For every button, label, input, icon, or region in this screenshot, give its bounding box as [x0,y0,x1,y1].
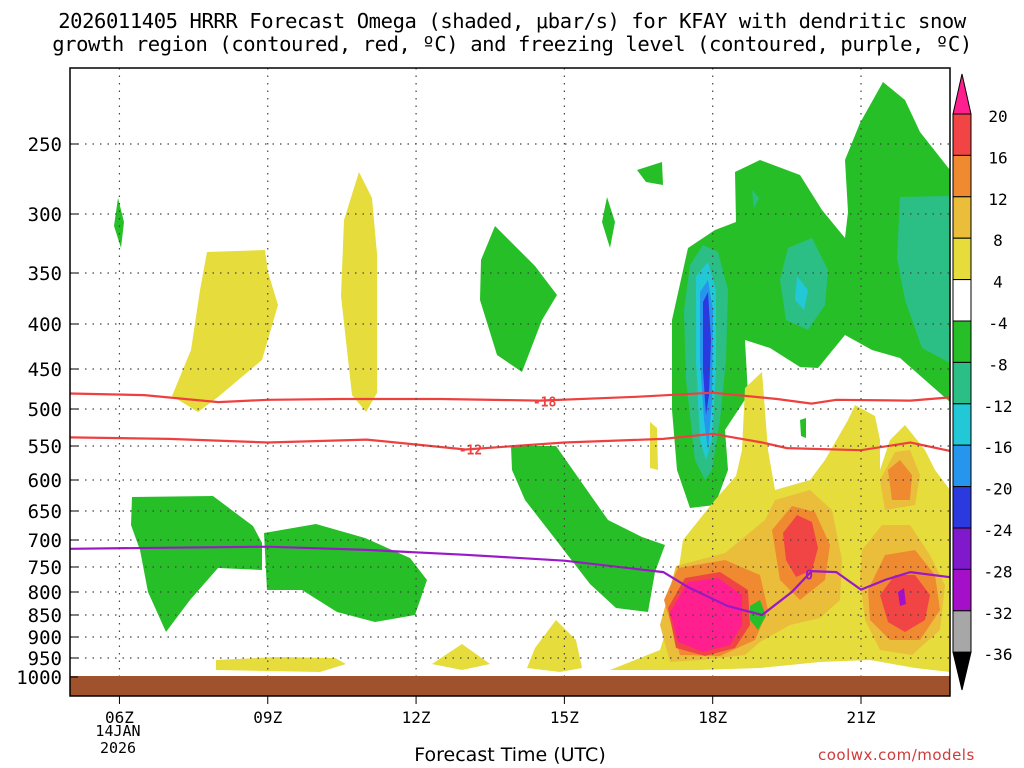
colorbar-label: -24 [984,521,1013,540]
y-tick-label: 650 [28,501,62,523]
omega-region [780,238,828,330]
x-tick-label: 09Z [253,708,282,727]
omega-region [752,190,759,208]
x-tick-label: 12Z [402,708,431,727]
omega-region [703,292,711,415]
colorbar-label: -4 [988,314,1007,333]
colorbar-segment [952,444,972,488]
omega-region [172,250,278,412]
omega-region [795,276,808,310]
plot-frame [69,67,951,697]
colorbar-segment [952,237,972,281]
y-tick-label: 300 [28,204,62,226]
y-tick-label: 750 [28,557,62,579]
colorbar-label: 12 [988,190,1007,209]
y-tick-label: 400 [28,314,62,336]
colorbar-legend: 20 16 12 8 4 -4 -8 -12 -16 -20 -24 -28 -32 -36 [952,73,1013,691]
y-tick-label: 850 [28,605,62,627]
omega-region [602,197,615,248]
omega-region [131,496,262,632]
contour-freezing_level [69,545,951,617]
omega-region [511,446,665,612]
colorbar-label: -32 [984,604,1013,623]
contour-dgz_minus18 [69,391,951,405]
y-tick-label: 550 [28,436,62,458]
colorbar-label: -36 [984,645,1013,664]
y-tick-label: 1000 [16,667,62,689]
colorbar-segment [952,320,972,363]
colorbar-label: 8 [993,231,1003,250]
contour-dgz_minus12 [69,432,951,452]
colorbar-segment [952,361,972,405]
contour-label: 0 [805,569,813,584]
colorbar-segment [952,154,972,198]
colorbar-segment [952,279,972,322]
date-year-label: 2026 [99,739,137,757]
y-tick-label: 900 [28,627,62,649]
credit-link[interactable]: coolwx.com/models [818,746,975,764]
contour-label: -12 [459,444,482,459]
colorbar-segment [952,113,972,156]
colorbar-label: -28 [984,562,1013,581]
omega-region [432,644,490,670]
colorbar-label: 20 [988,107,1007,126]
colorbar-label: -16 [984,438,1013,457]
colorbar-segment [952,196,972,239]
omega-region [480,226,557,372]
chart-title-line1: 2026011405 HRRR Forecast Omega (shaded, … [58,9,966,33]
time-axis: 06Z 09Z 12Z 15Z 18Z 21Z [105,696,876,727]
y-tick-label: 500 [28,399,62,421]
pressure-axis: 2503003504004505005506006507007508008509… [16,134,78,689]
colorbar-top-arrow [952,73,972,115]
omega-region [897,196,950,363]
colorbar-label: -20 [984,480,1013,499]
omega-region [637,162,663,185]
y-tick-label: 250 [28,134,62,156]
colorbar-segment [952,568,972,612]
colorbar-label: -12 [984,397,1013,416]
omega-region [264,524,427,622]
omega-region [216,657,346,672]
surface-terrain [70,676,950,696]
y-tick-label: 450 [28,359,62,381]
date-day-label: 14JAN [95,722,141,740]
colorbar-segment [952,527,972,570]
colorbar-bottom-arrow [952,651,972,691]
omega-region [800,418,806,438]
y-tick-label: 950 [28,648,62,670]
omega-region [670,578,742,652]
x-axis-label: Forecast Time (UTC) [414,744,606,766]
colorbar-label: 16 [988,148,1007,167]
chart-title-line2: growth region (contoured, red, ºC) and f… [52,32,972,56]
x-tick-label: 15Z [550,708,579,727]
y-tick-label: 600 [28,470,62,492]
y-tick-label: 350 [28,263,62,285]
contour-label: -18 [533,395,557,410]
colorbar-label: -8 [988,355,1007,374]
y-tick-label: 700 [28,530,62,552]
omega-shading [114,82,950,672]
omega-region [650,422,658,470]
omega-region [898,588,906,606]
contour-lines: -18 -12 0 [69,391,951,617]
colorbar-segment [952,403,972,446]
colorbar-segment [952,486,972,529]
x-tick-label: 21Z [847,708,876,727]
omega-region [527,620,582,672]
colorbar-label: 4 [993,273,1003,292]
omega-region [888,460,912,500]
omega-region [341,172,377,412]
x-tick-label: 06Z [105,708,134,727]
colorbar-segment [952,610,972,653]
omega-region [783,515,818,577]
y-tick-label: 800 [28,582,62,604]
x-tick-label: 18Z [698,708,727,727]
omega-region [114,198,124,248]
